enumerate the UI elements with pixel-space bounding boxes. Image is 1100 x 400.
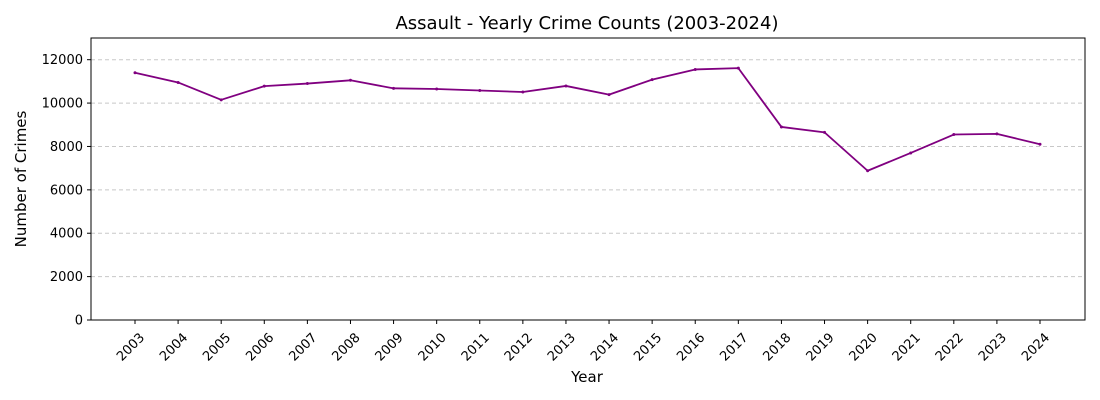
x-tick-label: 2003 [114, 330, 148, 364]
x-tick-label: 2019 [804, 330, 838, 364]
y-tick-label: 6000 [50, 183, 83, 198]
data-point [262, 84, 266, 88]
x-tick-label: 2009 [373, 330, 407, 364]
plot-area [90, 37, 1086, 321]
x-tick-label: 2011 [459, 330, 493, 364]
data-point [779, 125, 783, 129]
data-point [823, 130, 827, 134]
y-tick-label: 8000 [50, 140, 83, 155]
y-axis-label: Number of Crimes [12, 110, 30, 247]
x-tick-label: 2005 [200, 330, 234, 364]
y-tick-label: 10000 [42, 97, 83, 112]
y-tick-label: 4000 [50, 227, 83, 242]
x-tick-label: 2013 [545, 330, 579, 364]
data-point [176, 80, 180, 84]
data-point [995, 132, 999, 136]
y-grid [91, 59, 1085, 278]
x-tick-label: 2020 [847, 330, 881, 364]
data-point [866, 169, 870, 173]
data-point [909, 151, 913, 155]
data-point [650, 78, 654, 82]
x-tick-label: 2004 [157, 330, 191, 364]
data-point [305, 82, 309, 86]
y-tick-label: 12000 [42, 53, 83, 68]
data-point [1038, 142, 1042, 146]
data-point [521, 90, 525, 94]
data-point [348, 78, 352, 82]
data-point [736, 66, 740, 70]
x-axis-label: Year [570, 368, 604, 386]
x-tick-label: 2022 [933, 330, 967, 364]
data-point [219, 98, 223, 102]
x-tick-label: 2021 [890, 330, 924, 364]
y-tick-label: 2000 [50, 270, 83, 285]
data-point [607, 93, 611, 97]
x-axis-ticks: 2003 2004 2005 2006 2007 2008 2009 2010 2011 2012… [114, 320, 1053, 364]
x-tick-label: 2017 [717, 330, 751, 364]
data-point [564, 84, 568, 88]
y-axis-ticks: 0 2000 4000 6000 8000 10000 12000 [42, 53, 91, 329]
series-layer [133, 66, 1042, 173]
data-point [693, 67, 697, 71]
data-point [478, 88, 482, 92]
x-tick-label: 2008 [330, 330, 364, 364]
x-tick-label: 2016 [674, 330, 708, 364]
x-tick-label: 2018 [760, 330, 794, 364]
x-tick-label: 2023 [976, 330, 1010, 364]
x-tick-label: 2006 [243, 330, 277, 364]
x-tick-label: 2014 [588, 330, 622, 364]
data-point [392, 86, 396, 90]
y-tick-label: 0 [75, 314, 83, 329]
data-point [133, 71, 137, 75]
x-tick-label: 2007 [286, 330, 320, 364]
x-tick-label: 2024 [1019, 330, 1053, 364]
series-line [134, 67, 1041, 172]
x-tick-label: 2012 [502, 330, 536, 364]
x-tick-label: 2010 [416, 330, 450, 364]
chart-title: Assault - Yearly Crime Counts (2003-2024… [395, 13, 778, 34]
data-point [435, 87, 439, 91]
data-point [952, 133, 956, 137]
x-tick-label: 2015 [631, 330, 665, 364]
